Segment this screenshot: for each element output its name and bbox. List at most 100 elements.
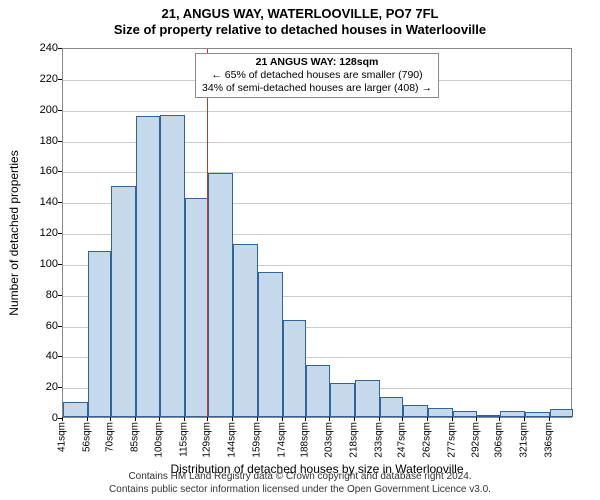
x-tick-label: 247sqm — [397, 422, 408, 458]
y-tick-label: 60 — [18, 320, 58, 332]
x-tick-mark — [110, 417, 111, 421]
title-line-1: 21, ANGUS WAY, WATERLOOVILLE, PO7 7FL — [0, 0, 600, 22]
x-tick-mark — [524, 417, 525, 421]
x-tick-mark — [452, 417, 453, 421]
x-tick-label: 144sqm — [227, 422, 238, 458]
x-tick-mark — [305, 417, 306, 421]
x-tick-mark — [159, 417, 160, 421]
bars-layer — [63, 49, 571, 417]
y-tick-mark — [58, 295, 62, 296]
histogram-bar — [380, 397, 403, 417]
annotation-box: 21 ANGUS WAY: 128sqm ← 65% of detached h… — [195, 53, 439, 98]
y-tick-mark — [58, 202, 62, 203]
x-tick-mark — [207, 417, 208, 421]
y-tick-label: 20 — [18, 381, 58, 393]
x-tick-label: 115sqm — [179, 422, 190, 457]
histogram-bar — [403, 405, 428, 417]
x-tick-mark — [499, 417, 500, 421]
x-tick-label: 100sqm — [154, 422, 165, 458]
chart-container: 21, ANGUS WAY, WATERLOOVILLE, PO7 7FL Si… — [0, 0, 600, 500]
histogram-bar — [428, 408, 453, 417]
x-tick-mark — [257, 417, 258, 421]
footer-line-2: Contains public sector information licen… — [0, 484, 600, 497]
histogram-bar — [111, 186, 136, 417]
x-tick-label: 70sqm — [104, 422, 115, 452]
x-tick-mark — [87, 417, 88, 421]
y-tick-mark — [58, 233, 62, 234]
x-tick-mark — [282, 417, 283, 421]
y-tick-label: 140 — [18, 196, 58, 208]
histogram-bar — [306, 365, 331, 417]
x-tick-label: 203sqm — [324, 422, 335, 458]
y-tick-label: 240 — [18, 42, 58, 54]
y-tick-label: 200 — [18, 104, 58, 116]
x-tick-mark — [354, 417, 355, 421]
histogram-bar — [160, 115, 185, 417]
title-line-2: Size of property relative to detached ho… — [0, 22, 600, 38]
histogram-bar — [136, 116, 161, 417]
x-tick-label: 56sqm — [81, 422, 92, 452]
annotation-line-2: ← 65% of detached houses are smaller (79… — [202, 69, 432, 82]
x-tick-mark — [427, 417, 428, 421]
y-tick-mark — [58, 264, 62, 265]
x-tick-label: 129sqm — [202, 422, 213, 458]
histogram-bar — [330, 383, 355, 417]
histogram-bar — [233, 244, 258, 417]
y-tick-label: 220 — [18, 73, 58, 85]
x-tick-label: 321sqm — [519, 422, 530, 458]
histogram-bar — [88, 251, 111, 418]
x-tick-label: 292sqm — [471, 422, 482, 458]
y-tick-mark — [58, 79, 62, 80]
x-tick-label: 277sqm — [446, 422, 457, 458]
y-tick-label: 80 — [18, 289, 58, 301]
histogram-bar — [477, 415, 500, 417]
plot-wrap: Number of detached properties 21 ANGUS W… — [62, 48, 572, 418]
y-tick-label: 100 — [18, 258, 58, 270]
plot-area: 21 ANGUS WAY: 128sqm ← 65% of detached h… — [62, 48, 572, 418]
y-tick-mark — [58, 141, 62, 142]
histogram-bar — [283, 320, 306, 417]
x-tick-mark — [184, 417, 185, 421]
y-tick-label: 40 — [18, 350, 58, 362]
histogram-bar — [500, 411, 525, 417]
histogram-bar — [63, 402, 88, 417]
x-tick-label: 233sqm — [373, 422, 384, 458]
x-tick-label: 262sqm — [421, 422, 432, 458]
x-tick-mark — [379, 417, 380, 421]
x-tick-label: 306sqm — [494, 422, 505, 458]
y-tick-mark — [58, 326, 62, 327]
reference-line — [207, 49, 208, 417]
x-tick-mark — [476, 417, 477, 421]
histogram-bar — [355, 380, 380, 417]
x-tick-label: 336sqm — [543, 422, 554, 458]
histogram-bar — [550, 409, 573, 417]
x-tick-mark — [232, 417, 233, 421]
chart-title: 21, ANGUS WAY, WATERLOOVILLE, PO7 7FL Si… — [0, 0, 600, 39]
y-tick-mark — [58, 356, 62, 357]
y-tick-label: 120 — [18, 227, 58, 239]
y-tick-mark — [58, 110, 62, 111]
y-tick-label: 160 — [18, 165, 58, 177]
y-tick-label: 180 — [18, 135, 58, 147]
histogram-bar — [453, 411, 478, 417]
footer-attribution: Contains HM Land Registry data © Crown c… — [0, 471, 600, 496]
y-tick-mark — [58, 171, 62, 172]
x-tick-label: 159sqm — [251, 422, 262, 458]
x-tick-label: 174sqm — [276, 422, 287, 458]
x-tick-mark — [549, 417, 550, 421]
footer-line-1: Contains HM Land Registry data © Crown c… — [0, 471, 600, 484]
x-tick-label: 85sqm — [129, 422, 140, 452]
x-tick-mark — [329, 417, 330, 421]
x-tick-label: 188sqm — [299, 422, 310, 458]
histogram-bar — [525, 412, 550, 417]
y-tick-mark — [58, 387, 62, 388]
x-tick-mark — [135, 417, 136, 421]
annotation-line-1: 21 ANGUS WAY: 128sqm — [202, 56, 432, 69]
x-tick-label: 41sqm — [57, 422, 68, 452]
histogram-bar — [185, 198, 208, 417]
x-tick-label: 218sqm — [349, 422, 360, 458]
y-tick-mark — [58, 48, 62, 49]
annotation-line-3: 34% of semi-detached houses are larger (… — [202, 82, 432, 95]
histogram-bar — [258, 272, 283, 417]
x-tick-mark — [402, 417, 403, 421]
